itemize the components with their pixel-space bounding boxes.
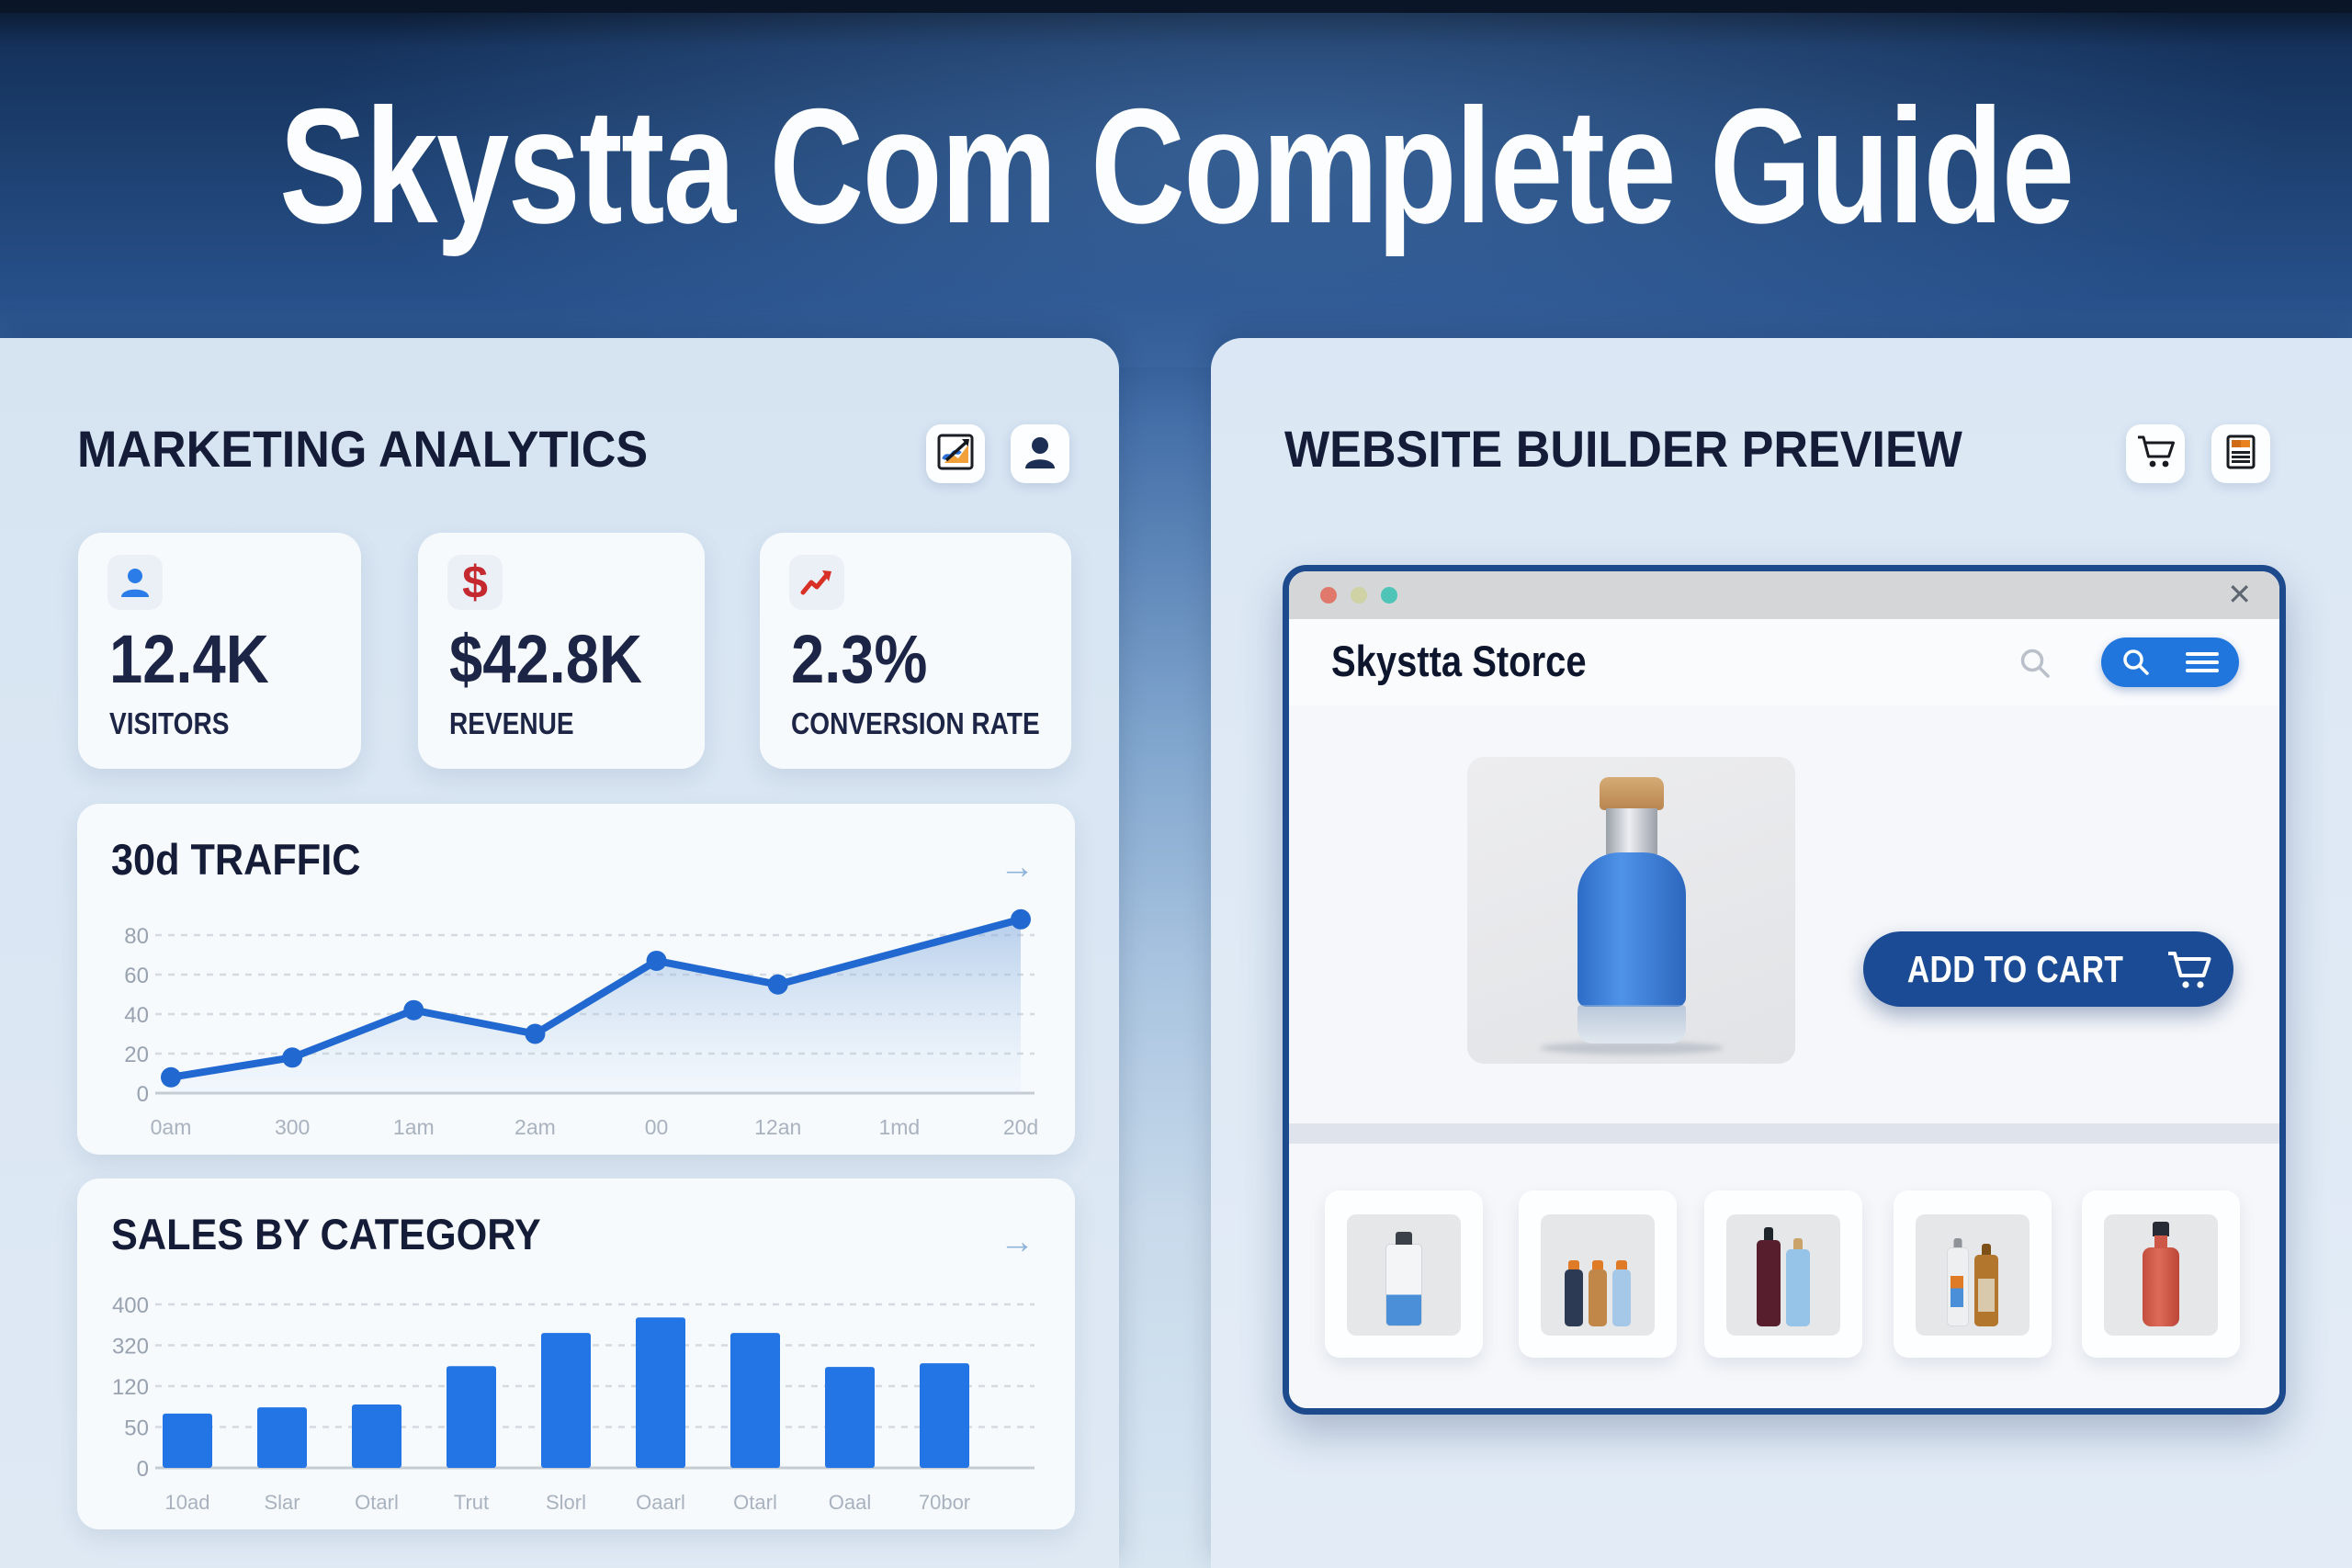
visitors-value: 12.4K <box>109 621 269 697</box>
page-title: Skystta Com Complete Guide <box>0 72 2352 260</box>
svg-text:40: 40 <box>124 1003 149 1028</box>
svg-text:Slorl: Slorl <box>546 1491 586 1514</box>
svg-text:2am: 2am <box>514 1115 556 1139</box>
menu-icon <box>2186 652 2219 677</box>
svg-text:0am: 0am <box>151 1115 192 1139</box>
add-to-cart-button[interactable]: ADD TO CART <box>1863 931 2233 1007</box>
analytics-heading: MARKETING ANALYTICS <box>77 420 649 478</box>
product-thumbnail-4[interactable] <box>1894 1190 2052 1358</box>
window-close-dot[interactable] <box>1320 587 1337 604</box>
marketing-analytics-panel: MARKETING ANALYTICS <box>0 338 1119 1568</box>
sales-chart-card: SALES BY CATEGORY → 400 320 120 50 0 10ad Slar… <box>77 1179 1075 1529</box>
catalog-icon <box>2221 432 2261 477</box>
svg-text:120: 120 <box>112 1375 149 1400</box>
store-header: Skystta Storce <box>1289 619 2279 707</box>
svg-text:10ad: 10ad <box>165 1491 210 1514</box>
sales-arrow-link[interactable]: → <box>1000 1223 1035 1261</box>
cart-icon-white <box>2168 952 2211 988</box>
store-brand: Skystta Storce <box>1331 637 1587 685</box>
product-image[interactable] <box>1467 757 1795 1064</box>
svg-text:80: 80 <box>124 924 149 949</box>
website-builder-panel: WEBSITE BUILDER PREVIEW <box>1211 338 2352 1568</box>
svg-text:320: 320 <box>112 1335 149 1359</box>
svg-text:Oaarl: Oaarl <box>636 1491 685 1514</box>
window-zoom-dot[interactable] <box>1381 587 1397 604</box>
thumbnail-image <box>1916 1214 2030 1336</box>
traffic-chart-title: 30d TRAFFIC <box>111 835 361 884</box>
builder-heading: WEBSITE BUILDER PREVIEW <box>1284 420 1962 478</box>
svg-text:300: 300 <box>275 1115 310 1139</box>
product-thumbnail-1[interactable] <box>1325 1190 1483 1358</box>
section-divider <box>1289 1123 2279 1144</box>
svg-text:Slar: Slar <box>264 1491 300 1514</box>
sales-chart-title: SALES BY CATEGORY <box>111 1210 541 1258</box>
svg-text:Oaal: Oaal <box>829 1491 871 1514</box>
product-thumbnail-2[interactable] <box>1519 1190 1677 1358</box>
visitors-label: VISITORS <box>109 706 230 740</box>
builder-catalog-button[interactable] <box>2211 424 2270 483</box>
trend-up-icon <box>789 555 844 610</box>
svg-text:60: 60 <box>124 964 149 988</box>
svg-text:0: 0 <box>137 1457 149 1482</box>
bottle-cork <box>1599 777 1664 810</box>
svg-text:0: 0 <box>137 1082 149 1107</box>
sales-bar-chart: 400 320 120 50 0 10ad Slar Otarl Trut Slorl Oaarl O… <box>112 1293 1035 1514</box>
search-icon[interactable] <box>2017 645 2053 682</box>
revenue-stat-card: $ $42.8K REVENUE <box>418 533 705 769</box>
dollar-icon: $ <box>447 555 503 610</box>
product-thumbnail-5[interactable] <box>2082 1190 2240 1358</box>
thumbnail-image <box>1541 1214 1655 1336</box>
svg-text:400: 400 <box>112 1293 149 1318</box>
bottle-neck-band <box>1605 808 1657 854</box>
svg-text:Otarl: Otarl <box>355 1491 399 1514</box>
visitors-icon <box>107 555 163 610</box>
traffic-chart-card: 30d TRAFFIC → 80 60 40 20 0 0am 300 1am 2am 00 12a… <box>77 804 1075 1155</box>
svg-text:1md: 1md <box>878 1115 920 1139</box>
conversion-value: 2.3% <box>791 621 928 697</box>
svg-text:20: 20 <box>124 1043 149 1067</box>
cart-icon <box>2134 433 2177 476</box>
top-edge-strip <box>0 0 2352 13</box>
svg-text:Trut: Trut <box>454 1491 489 1514</box>
conversion-stat-card: 2.3% CONVERSION RATE <box>760 533 1071 769</box>
svg-text:Otarl: Otarl <box>733 1491 777 1514</box>
builder-cart-button[interactable] <box>2126 424 2185 483</box>
thumbnail-image <box>2104 1214 2218 1336</box>
chart-icon <box>935 432 976 477</box>
svg-text:70bor: 70bor <box>919 1491 970 1514</box>
thumbnail-image <box>1347 1214 1461 1336</box>
bottle-body <box>1577 852 1686 1007</box>
search-icon-white <box>2120 646 2153 679</box>
analytics-chart-button[interactable] <box>926 424 985 483</box>
svg-text:50: 50 <box>124 1416 149 1441</box>
visitors-stat-card: 12.4K VISITORS <box>78 533 361 769</box>
thumbnail-image <box>1726 1214 1840 1336</box>
store-content: ADD TO CART <box>1289 705 2279 1408</box>
search-menu-button[interactable] <box>2101 637 2239 687</box>
page-title-text: Skystta Com Complete Guide <box>278 74 2075 257</box>
svg-text:1am: 1am <box>393 1115 435 1139</box>
svg-text:20d: 20d <box>1003 1115 1038 1139</box>
analytics-user-button[interactable] <box>1011 424 1069 483</box>
svg-text:12an: 12an <box>754 1115 801 1139</box>
product-thumbnail-3[interactable] <box>1704 1190 1862 1358</box>
traffic-arrow-link[interactable]: → <box>1000 848 1035 886</box>
revenue-label: REVENUE <box>449 706 574 740</box>
conversion-label: CONVERSION RATE <box>791 706 1040 740</box>
revenue-value: $42.8K <box>449 621 642 697</box>
window-minimize-dot[interactable] <box>1351 587 1367 604</box>
product-bottle <box>1539 777 1724 1055</box>
browser-titlebar: ✕ <box>1289 571 2279 619</box>
close-icon[interactable]: ✕ <box>2227 578 2252 611</box>
bottle-glass-base <box>1577 1005 1686 1043</box>
browser-window: ✕ Skystta Storce <box>1283 565 2286 1415</box>
user-icon <box>1020 432 1060 477</box>
svg-text:00: 00 <box>645 1115 669 1139</box>
